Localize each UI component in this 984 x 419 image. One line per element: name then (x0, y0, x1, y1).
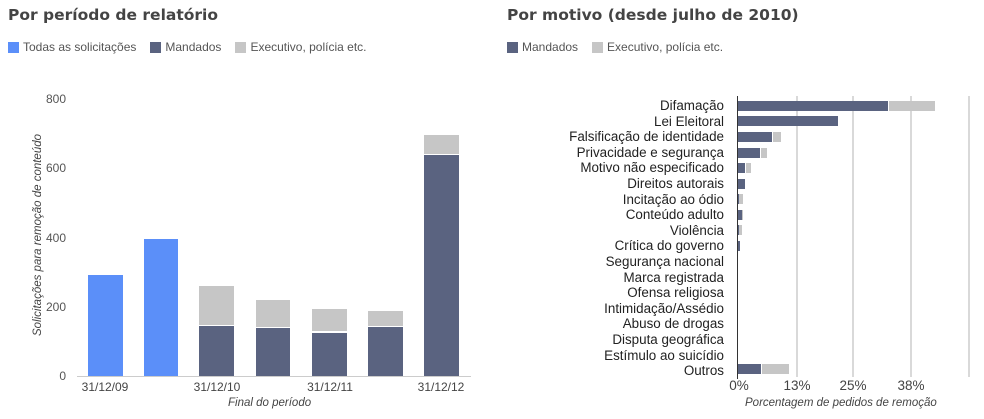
bar-mandados-4[interactable] (256, 328, 290, 376)
category-label: Crítica do governo (614, 238, 724, 254)
y-tick: 0 (59, 369, 66, 383)
gridline (796, 96, 798, 377)
y-axis-line (737, 96, 738, 379)
hbar-mandados-violencia[interactable] (738, 225, 739, 235)
y-tick: 400 (45, 231, 66, 245)
x-tick: 31/12/10 (193, 380, 241, 394)
x-tick: 0% (729, 378, 749, 393)
bar-all-1[interactable] (88, 275, 123, 376)
hbar-exec-incitacao[interactable] (739, 194, 743, 204)
x-axis-baseline (77, 376, 471, 377)
gridline (968, 96, 970, 377)
category-label: Intimidação/Assédio (604, 300, 724, 316)
bar-exec-4[interactable] (256, 300, 290, 327)
x-tick: 31/12/09 (81, 380, 129, 394)
x-axis-title: Final do período (228, 397, 312, 409)
gridline (910, 96, 912, 377)
hbar-mandados-falsificacao[interactable] (738, 132, 772, 142)
y-tick: 600 (45, 161, 66, 175)
category-label: Incitação ao ódio (622, 191, 724, 207)
category-label: Marca registrada (623, 269, 724, 285)
legend-swatch-mandados (507, 41, 518, 53)
category-labels: Difamação Lei Eleitoral Falsificação de … (502, 98, 724, 388)
hbar-mandados-privacidade[interactable] (738, 148, 760, 158)
x-tick: 31/12/12 (417, 380, 465, 394)
category-label: Outros (683, 363, 724, 379)
legend-label: Executivo, polícia etc. (250, 40, 367, 54)
hbar-mandados-difamacao[interactable] (738, 101, 888, 111)
left-legend: Todas as solicitações Mandados Executivo… (8, 40, 381, 54)
category-label: Privacidade e segurança (576, 144, 724, 160)
bar-mandados-7[interactable] (424, 155, 459, 376)
legend-swatch-executivo (235, 41, 247, 53)
category-label: Difamação (659, 98, 724, 113)
legend-label: Todas as solicitações (23, 40, 137, 54)
legend-swatch-executivo (592, 41, 604, 53)
hbar-exec-outros[interactable] (762, 364, 789, 374)
right-chart-title: Por motivo (desde julho de 2010) (507, 6, 799, 24)
hbar-exec-falsificacao[interactable] (773, 132, 781, 142)
legend-label: Executivo, polícia etc. (607, 40, 724, 54)
hbar-mandados-outros[interactable] (738, 364, 761, 374)
bar-exec-6[interactable] (368, 311, 403, 326)
category-label: Direitos autorais (627, 176, 724, 191)
hbar-mandados-incitacao[interactable] (738, 194, 739, 204)
legend-swatch-mandados (150, 41, 162, 53)
hbar-mandados-lei-eleitoral[interactable] (738, 116, 838, 126)
category-label: Falsificação de identidade (569, 129, 724, 145)
x-tick: 38% (897, 378, 925, 393)
legend-label: Mandados (165, 40, 222, 54)
y-tick: 800 (45, 92, 66, 106)
legend-item-mandados[interactable]: Mandados (507, 40, 578, 54)
bar-exec-3[interactable] (199, 286, 234, 325)
hbar-exec-privacidade[interactable] (761, 148, 767, 158)
bar-mandados-3[interactable] (199, 326, 234, 376)
x-tick: 31/12/11 (307, 380, 353, 394)
category-label: Estímulo ao suicídio (604, 347, 724, 363)
category-label: Disputa geográfica (612, 332, 724, 347)
category-label: Ofensa religiosa (627, 285, 724, 301)
gridline (852, 96, 854, 377)
category-label: Lei Eleitoral (654, 113, 724, 129)
legend-label: Mandados (522, 40, 579, 54)
hbar-mandados-motivo-nao-especificado[interactable] (738, 163, 745, 173)
bar-exec-7[interactable] (424, 135, 459, 154)
category-label: Violência (669, 222, 724, 238)
bar-exec-5[interactable] (312, 309, 347, 331)
hbar-exec-violencia[interactable] (739, 225, 742, 235)
legend-item-mandados[interactable]: Mandados (150, 40, 221, 54)
legend-item-executivo[interactable]: Executivo, polícia etc. (592, 40, 723, 54)
bar-all-2[interactable] (144, 239, 178, 376)
hbar-exec-difamacao[interactable] (889, 101, 935, 111)
hbar-exec-motivo-nao-especificado[interactable] (746, 163, 751, 173)
category-label: Segurança nacional (605, 254, 724, 269)
category-label: Abuso de drogas (622, 316, 724, 332)
x-tick: 25% (839, 378, 867, 393)
left-chart-title: Por período de relatório (8, 6, 218, 24)
hbar-exec-conteudo-adulto[interactable] (742, 210, 743, 220)
legend-swatch-all (8, 41, 19, 53)
category-label: Motivo não especificado (580, 160, 724, 176)
legend-item-executivo[interactable]: Executivo, polícia etc. (235, 40, 367, 54)
x-tick: 13% (783, 378, 811, 393)
bar-mandados-6[interactable] (368, 327, 403, 376)
bar-mandados-5[interactable] (312, 333, 347, 376)
x-axis-title: Porcentagem de pedidos de remoção (745, 397, 937, 409)
hbar-mandados-direitos-autorais[interactable] (738, 179, 745, 189)
category-label: Conteúdo adulto (625, 207, 724, 223)
y-tick: 200 (45, 300, 66, 314)
hbar-mandados-critica-governo[interactable] (738, 241, 740, 251)
right-legend: Mandados Executivo, polícia etc. (507, 40, 737, 54)
hbar-mandados-conteudo-adulto[interactable] (738, 210, 742, 220)
legend-item-all[interactable]: Todas as solicitações (8, 40, 136, 54)
